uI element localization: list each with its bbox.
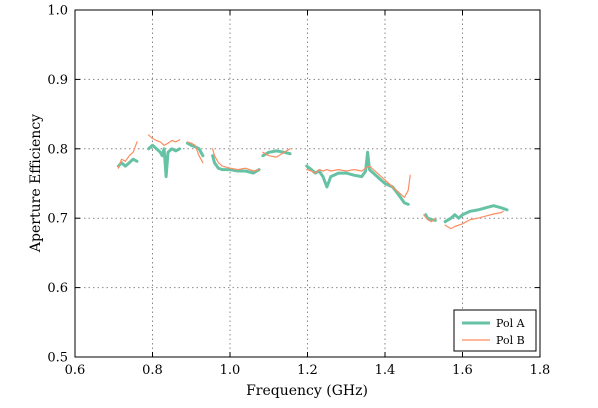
series-line-segment — [443, 204, 509, 224]
legend: Pol A Pol B — [453, 309, 537, 352]
legend-label-pol-b: Pol B — [496, 334, 525, 347]
series-line-segment — [212, 148, 260, 172]
x-tick-label: 1.6 — [452, 363, 473, 378]
y-tick-label: 0.7 — [47, 212, 68, 227]
x-axis-label: Frequency (GHz) — [246, 383, 368, 399]
series-line-segment — [423, 214, 436, 223]
axis-ticks — [74, 9, 541, 358]
x-tick-label: 1.0 — [220, 363, 241, 378]
y-tick-label: 0.9 — [47, 73, 68, 88]
x-tick-label: 1.2 — [297, 363, 318, 378]
series-pol-a — [116, 141, 509, 224]
y-tick-label: 0.5 — [47, 351, 68, 366]
series-line-segment — [261, 149, 292, 158]
series-line-segment — [116, 157, 139, 168]
series-line-segment — [306, 165, 411, 198]
series-line-segment — [147, 143, 182, 179]
series-line-segment — [186, 141, 204, 164]
x-tick-label: 0.6 — [65, 363, 86, 378]
series-line-segment — [117, 141, 138, 169]
series-line-segment — [444, 210, 504, 230]
legend-box — [453, 309, 537, 352]
x-tick-label: 0.8 — [142, 363, 163, 378]
y-tick-label: 1.0 — [47, 4, 68, 19]
series-line-segment — [211, 154, 261, 175]
series-line-segment — [262, 148, 291, 158]
series-line-segment — [148, 134, 181, 146]
legend-label-pol-a: Pol A — [496, 317, 526, 330]
x-tick-label: 1.4 — [375, 363, 396, 378]
tick-labels: 0.6 0.8 1.0 1.2 1.4 1.6 1.80.50.60.70.80.91.0 — [47, 4, 550, 379]
series-pol-b — [117, 134, 504, 230]
y-tick-label: 0.8 — [47, 142, 68, 157]
y-axis-label: Aperture Efficiency — [28, 114, 44, 253]
y-tick-label: 0.6 — [47, 281, 68, 296]
x-tick-label: 1.8 — [530, 363, 551, 378]
series-layer — [116, 134, 509, 230]
